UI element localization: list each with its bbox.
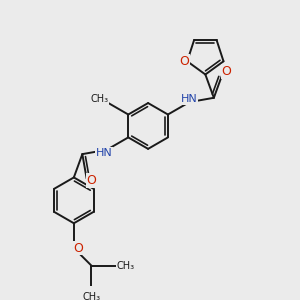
Text: O: O xyxy=(86,174,96,187)
Text: O: O xyxy=(74,242,84,255)
Text: O: O xyxy=(221,65,231,78)
Text: O: O xyxy=(179,55,189,68)
Text: HN: HN xyxy=(181,94,198,104)
Text: CH₃: CH₃ xyxy=(117,261,135,271)
Text: CH₃: CH₃ xyxy=(90,94,108,104)
Text: HN: HN xyxy=(95,148,112,158)
Text: CH₃: CH₃ xyxy=(82,292,100,300)
